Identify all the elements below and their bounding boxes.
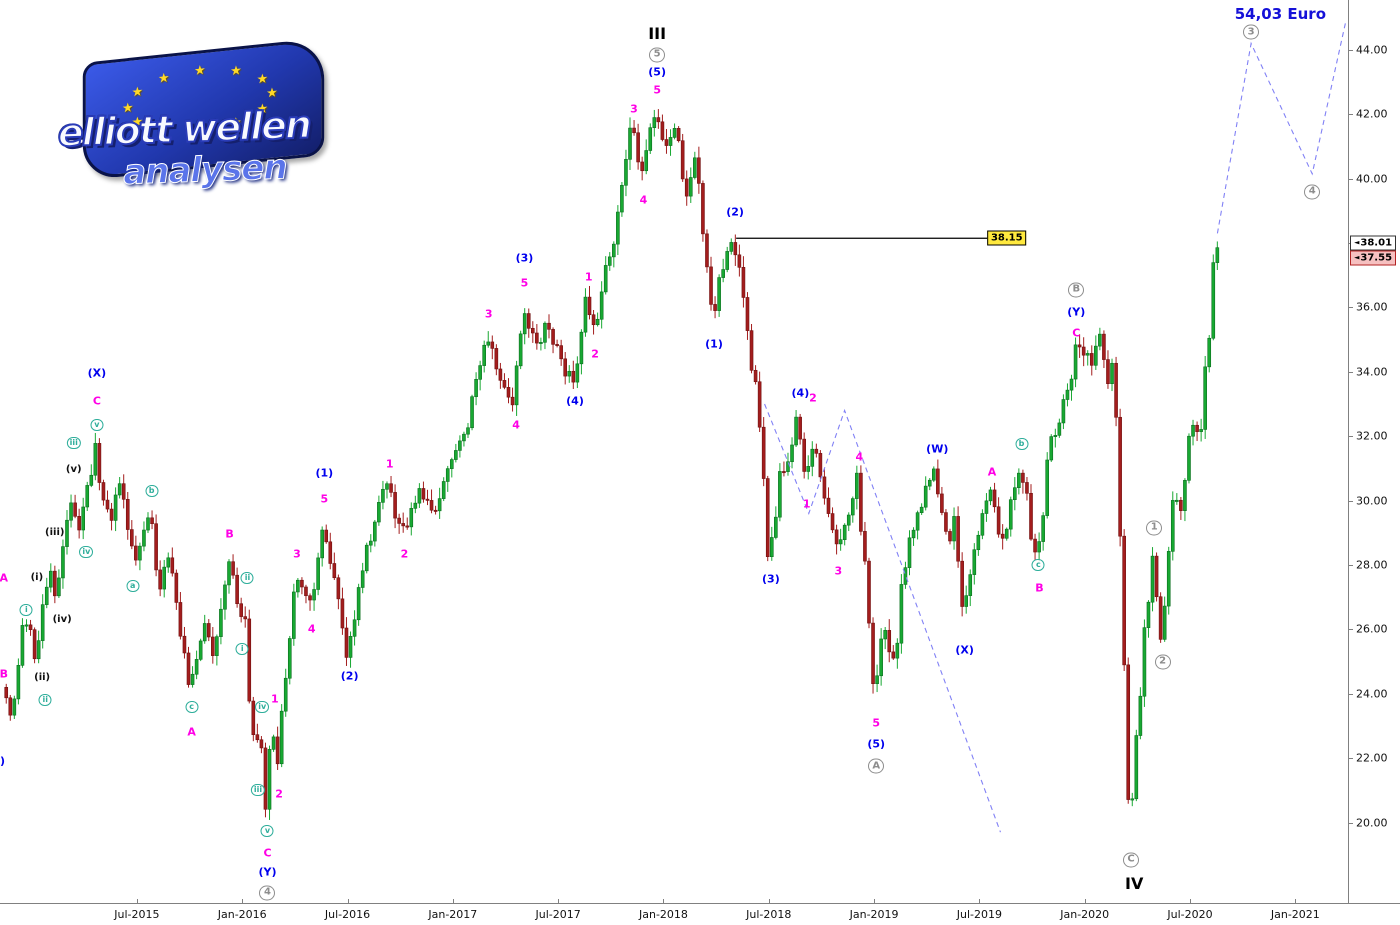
y-axis-tick-label: 26.00: [1356, 622, 1388, 636]
star-icon: ★: [256, 71, 269, 88]
y-axis-tick-label: 36.00: [1356, 300, 1388, 314]
projection-lines-layer: [764, 20, 1347, 833]
time-axis[interactable]: Jul-2015 Jan-2016 Jul-2016 Jan-2017 Jul-2017…: [0, 899, 1400, 925]
price-axis[interactable]: 44.0042.0040.0038.0036.0034.0032.0030.00…: [1348, 0, 1400, 903]
y-axis-tick-label: 40.00: [1356, 172, 1388, 186]
x-axis-tickmark: [979, 899, 981, 904]
x-axis-tickmark: [768, 899, 770, 904]
y-axis-tick-label: 28.00: [1356, 558, 1388, 572]
x-axis-tickmark: [874, 899, 876, 904]
x-axis-tickmark: [1190, 899, 1192, 904]
x-axis-tickmark: [242, 899, 244, 904]
y-axis-tickmark: [1349, 693, 1353, 695]
price-arrow-icon: ◄: [1354, 238, 1360, 247]
y-axis-tick-label: 42.00: [1356, 107, 1388, 121]
y-axis-tick-label: 20.00: [1356, 816, 1388, 830]
y-axis-tickmark: [1349, 822, 1353, 824]
x-axis-tickmark: [347, 899, 349, 904]
y-axis-tick-label: 24.00: [1356, 687, 1388, 701]
y-axis-tick-label: 32.00: [1356, 429, 1388, 443]
x-axis-tick-label: Jul-2016: [324, 908, 371, 921]
price-marker-value: 37.55: [1360, 252, 1393, 264]
y-axis-tick-label: 44.00: [1356, 43, 1388, 57]
x-axis-tick-label: Jul-2017: [535, 908, 581, 921]
x-axis-tickmark: [136, 899, 138, 904]
x-axis-tick-label: Jan-2019: [849, 908, 899, 921]
price-arrow-icon: ◄: [1354, 253, 1360, 262]
y-axis-tickmark: [1349, 371, 1353, 373]
x-axis-tick-label: Jul-2018: [746, 908, 792, 921]
price-level-label: 38.15: [986, 230, 1027, 246]
x-axis-tickmark: [452, 899, 454, 904]
y-axis-tick-label: 30.00: [1356, 494, 1388, 508]
star-icon: ★: [157, 70, 170, 87]
target-price-label: 54,03 Euro: [1234, 5, 1326, 23]
y-axis-tick-label: 22.00: [1356, 751, 1388, 765]
x-axis-tickmark: [1084, 899, 1086, 904]
logo: ★ ★ ★ ★ ★ ★ ★ ★ ★ ★ ★ ★ elliott wellen analysen: [53, 37, 359, 230]
y-axis-tickmark: [1349, 629, 1353, 631]
y-axis-tickmark: [1349, 49, 1353, 51]
last-price-marker: ◄ 38.01: [1350, 235, 1397, 251]
x-axis-tick-label: Jan-2017: [428, 908, 478, 921]
y-axis-tickmark: [1349, 564, 1353, 566]
x-axis-tick-label: Jul-2019: [956, 908, 1003, 921]
candlestick-canvas[interactable]: [0, 0, 1348, 903]
candles-layer: [4, 109, 1220, 820]
y-axis-tickmark: [1349, 500, 1353, 502]
x-axis-tick-label: Jan-2021: [1270, 908, 1320, 921]
x-axis-tickmark: [1295, 899, 1297, 904]
y-axis-tickmark: [1349, 307, 1353, 309]
star-icon: ★: [266, 85, 278, 102]
star-icon: ★: [131, 84, 144, 101]
price-chart-plot[interactable]: [0, 0, 1348, 903]
logo-line2: analysen: [122, 147, 288, 194]
star-icon: ★: [230, 63, 242, 80]
y-axis-tickmark: [1349, 178, 1353, 180]
x-axis-tick-label: Jul-2020: [1167, 908, 1213, 921]
y-axis-tickmark: [1349, 436, 1353, 438]
x-axis-tick-label: Jan-2016: [217, 908, 267, 921]
price-marker-value: 38.01: [1360, 237, 1393, 249]
x-axis-tickmark: [663, 899, 665, 904]
x-axis-tick-label: Jan-2020: [1060, 908, 1110, 921]
y-axis-tickmark: [1349, 114, 1353, 116]
y-axis-tick-label: 34.00: [1356, 365, 1388, 379]
x-axis-tick-label: Jul-2015: [114, 908, 160, 921]
bid-price-marker: ◄ 37.55: [1350, 250, 1397, 266]
x-axis-tickmark: [558, 899, 560, 904]
x-axis-tick-label: Jan-2018: [639, 908, 688, 921]
star-icon: ★: [193, 62, 206, 80]
y-axis-tickmark: [1349, 758, 1353, 760]
